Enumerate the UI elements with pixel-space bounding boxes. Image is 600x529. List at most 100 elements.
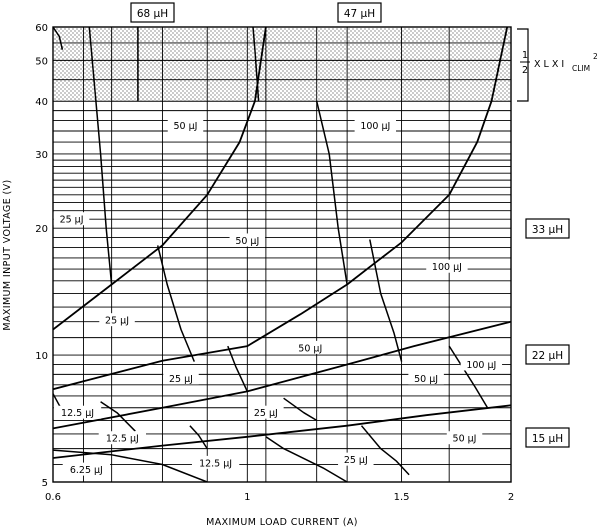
energy-contour-3	[252, 27, 260, 102]
energy-contour-11	[283, 397, 318, 422]
energy-label-13: 50 µJ	[446, 431, 483, 445]
shade-bracket	[517, 28, 529, 102]
energy-contour-0	[53, 27, 64, 50]
energy-label-bg-13	[446, 431, 483, 445]
energy-contour-6	[369, 239, 403, 362]
y-tick-label-6: 60	[35, 23, 48, 34]
energy-label-2: 25 µJ	[53, 212, 90, 226]
energy-label-bg-1	[354, 118, 397, 132]
energy-label-bg-8	[163, 371, 199, 385]
y-tick-label-5: 50	[35, 56, 48, 67]
label-68uh: 68 µH	[137, 8, 168, 20]
energy-label-text-9: 50 µJ	[414, 374, 438, 385]
label-box-22uh	[525, 344, 570, 365]
energy-label-bg-5	[99, 313, 135, 327]
label-47uh: 47 µH	[344, 8, 375, 20]
energy-label-text-10: 12.5 µJ	[61, 408, 94, 419]
energy-contour-12	[189, 425, 208, 450]
energy-label-bg-9	[408, 371, 444, 385]
svg-text:CLIM: CLIM	[572, 64, 590, 73]
energy-label-text-6: 50 µJ	[298, 343, 322, 354]
annotations: 50 µJ 100 µJ 25 µJ 50 µJ 100 µJ 25 µJ 50 µJ 100…	[53, 118, 503, 476]
energy-label-text-5: 25 µJ	[105, 316, 129, 327]
energy-label-14: 25 µJ	[338, 452, 374, 466]
energy-label-9: 50 µJ	[408, 371, 444, 385]
energy-contour-5	[156, 245, 195, 362]
energy-label-bg-15	[191, 455, 240, 469]
energy-label-bg-10	[53, 405, 102, 419]
x-tick-label-3: 2	[508, 492, 514, 503]
energy-label-text-8: 25 µJ	[169, 374, 193, 385]
energy-label-5: 25 µJ	[99, 313, 135, 327]
label-22uh: 22 µH	[532, 350, 563, 362]
energy-label-3: 50 µJ	[229, 233, 266, 247]
y-tick-label-4: 40	[35, 97, 48, 108]
energy-label-text-3: 50 µJ	[235, 236, 259, 247]
svg-text:X L X I: X L X I	[534, 59, 564, 70]
energy-label-1: 100 µJ	[354, 118, 397, 132]
energy-label-text-12: 12.5 µJ	[106, 434, 139, 445]
svg-text:1: 1	[522, 50, 528, 61]
energy-contour-7	[227, 345, 248, 392]
svg-text:2: 2	[522, 65, 528, 76]
label-33uh: 33 µH	[532, 224, 563, 236]
energy-label-15: 12.5 µJ	[191, 455, 240, 469]
energy-label-6: 50 µJ	[292, 340, 329, 354]
energy-label-text-2: 25 µJ	[60, 215, 84, 226]
label-15uh: 15 µH	[532, 433, 563, 445]
x-tick-label-0: 0.6	[45, 492, 61, 503]
y-tick-label-3: 30	[35, 150, 48, 161]
y-tick-label-0: 5	[42, 478, 48, 489]
curves	[53, 27, 511, 482]
y-tick-label-1: 10	[35, 351, 48, 362]
energy-label-text-4: 100 µJ	[432, 262, 462, 273]
svg-text:2: 2	[593, 52, 598, 61]
energy-label-bg-16	[62, 462, 111, 476]
energy-label-10: 12.5 µJ	[53, 405, 102, 419]
energy-label-8: 25 µJ	[163, 371, 199, 385]
energy-label-text-15: 12.5 µJ	[199, 458, 232, 469]
energy-label-text-11: 25 µJ	[254, 408, 278, 419]
energy-label-12: 12.5 µJ	[98, 431, 147, 445]
energy-contour-15	[265, 436, 348, 482]
inductor-boundary-2	[53, 320, 511, 430]
inductor-boundary-3	[53, 404, 511, 459]
x-axis-label: MAXIMUM LOAD CURRENT (A)	[206, 517, 358, 528]
energy-label-text-16: 6.25 µJ	[70, 465, 103, 476]
shaded-rect	[53, 27, 511, 102]
energy-label-bg-14	[338, 452, 374, 466]
label-box-68uh	[130, 2, 175, 23]
energy-label-text-14: 25 µJ	[344, 455, 368, 466]
energy-contour-13	[360, 425, 410, 476]
energy-contour-10	[100, 401, 136, 432]
energy-label-7: 100 µJ	[460, 357, 503, 371]
y-tick-label-2: 20	[35, 224, 48, 235]
energy-label-bg-0	[167, 118, 204, 132]
energy-label-bg-2	[53, 212, 90, 226]
energy-contour-4	[315, 101, 348, 285]
y-axis-label: MAXIMUM INPUT VOLTAGE (V)	[2, 179, 13, 330]
energy-label-text-7: 100 µJ	[466, 360, 496, 371]
energy-label-text-1: 100 µJ	[360, 121, 390, 132]
energy-label-text-0: 50 µJ	[174, 121, 198, 132]
energy-label-16: 6.25 µJ	[62, 462, 111, 476]
energy-label-bg-12	[98, 431, 147, 445]
energy-contour-8	[448, 345, 489, 409]
energy-contour-1	[88, 27, 113, 285]
energy-label-bg-7	[460, 357, 503, 371]
x-tick-label-2: 1.5	[394, 492, 410, 503]
energy-label-bg-11	[248, 405, 284, 419]
tick-labels: 0.6 1 1.5 2 5 10 20 30 40 50 60	[35, 23, 514, 503]
formula-label: 1 2 X L X I CLIM 2	[520, 50, 598, 76]
label-box-47uh	[337, 2, 382, 23]
energy-label-bg-4	[426, 259, 468, 273]
energy-label-11: 25 µJ	[248, 405, 284, 419]
energy-label-bg-6	[292, 340, 329, 354]
energy-label-text-13: 50 µJ	[453, 434, 477, 445]
label-box-33uh	[525, 218, 570, 239]
x-tick-label-1: 1	[244, 492, 250, 503]
energy-label-0: 50 µJ	[167, 118, 204, 132]
shaded-region	[53, 27, 511, 102]
energy-label-4: 100 µJ	[426, 259, 468, 273]
